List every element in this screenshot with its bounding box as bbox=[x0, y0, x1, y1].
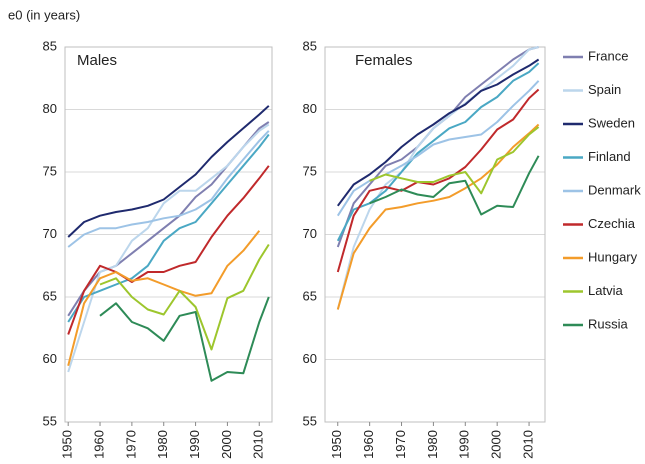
x-tick-label: 1990 bbox=[457, 430, 472, 459]
series-line bbox=[67, 105, 270, 238]
series-line bbox=[67, 123, 270, 373]
series-line bbox=[67, 133, 270, 323]
y-tick-label: 75 bbox=[43, 163, 57, 178]
x-tick-label: 2010 bbox=[251, 430, 266, 459]
legend-label: Sweden bbox=[588, 115, 635, 130]
y-tick-label: 70 bbox=[303, 226, 317, 241]
plot-frame bbox=[64, 46, 273, 423]
y-tick-label: 85 bbox=[43, 38, 57, 53]
y-tick-label: 80 bbox=[43, 101, 57, 116]
x-tick-label: 2010 bbox=[520, 430, 535, 459]
plot-frame bbox=[324, 46, 546, 423]
y-tick-label: 85 bbox=[303, 38, 317, 53]
x-tick-label: 1980 bbox=[425, 430, 440, 459]
y-tick-label: 75 bbox=[303, 163, 317, 178]
y-tick-label: 60 bbox=[303, 351, 317, 366]
series-line bbox=[369, 126, 540, 195]
series-line bbox=[336, 88, 540, 273]
y-tick-label: 65 bbox=[43, 288, 57, 303]
y-tick-label: 55 bbox=[303, 413, 317, 428]
legend-label: Finland bbox=[588, 149, 631, 164]
x-tick-label: 1970 bbox=[393, 430, 408, 459]
y-tick-label: 55 bbox=[43, 413, 57, 428]
x-tick-label: 1980 bbox=[155, 430, 170, 459]
legend-label: France bbox=[588, 48, 628, 63]
series-line bbox=[369, 155, 540, 216]
x-tick-label: 1970 bbox=[123, 430, 138, 459]
x-tick-label: 1950 bbox=[60, 430, 75, 459]
x-tick-label: 1960 bbox=[361, 430, 376, 459]
x-tick-label: 1960 bbox=[91, 430, 106, 459]
legend-label: Czechia bbox=[588, 216, 636, 231]
series-line bbox=[67, 230, 261, 367]
panel-title: Females bbox=[355, 52, 413, 69]
y-tick-label: 60 bbox=[43, 351, 57, 366]
panel-title: Males bbox=[77, 52, 117, 69]
x-tick-label: 1990 bbox=[187, 430, 202, 459]
legend-label: Spain bbox=[588, 82, 621, 97]
y-tick-label: 65 bbox=[303, 288, 317, 303]
y-tick-label: 70 bbox=[43, 226, 57, 241]
series-line bbox=[67, 165, 270, 335]
series-line bbox=[336, 58, 540, 207]
legend-label: Russia bbox=[588, 316, 629, 331]
series-line bbox=[99, 243, 270, 351]
series-line bbox=[67, 130, 270, 248]
x-tick-label: 1950 bbox=[329, 430, 344, 459]
y-tick-label: 80 bbox=[303, 101, 317, 116]
series-line bbox=[336, 46, 539, 310]
y-axis-label: e0 (in years) bbox=[8, 7, 80, 22]
legend-label: Latvia bbox=[588, 283, 623, 298]
legend-label: Hungary bbox=[588, 249, 638, 264]
legend-label: Denmark bbox=[588, 182, 641, 197]
x-tick-label: 2000 bbox=[219, 430, 234, 459]
x-tick-label: 2000 bbox=[489, 430, 504, 459]
series-line bbox=[336, 80, 540, 217]
series-line bbox=[99, 296, 270, 382]
series-line bbox=[336, 123, 540, 310]
